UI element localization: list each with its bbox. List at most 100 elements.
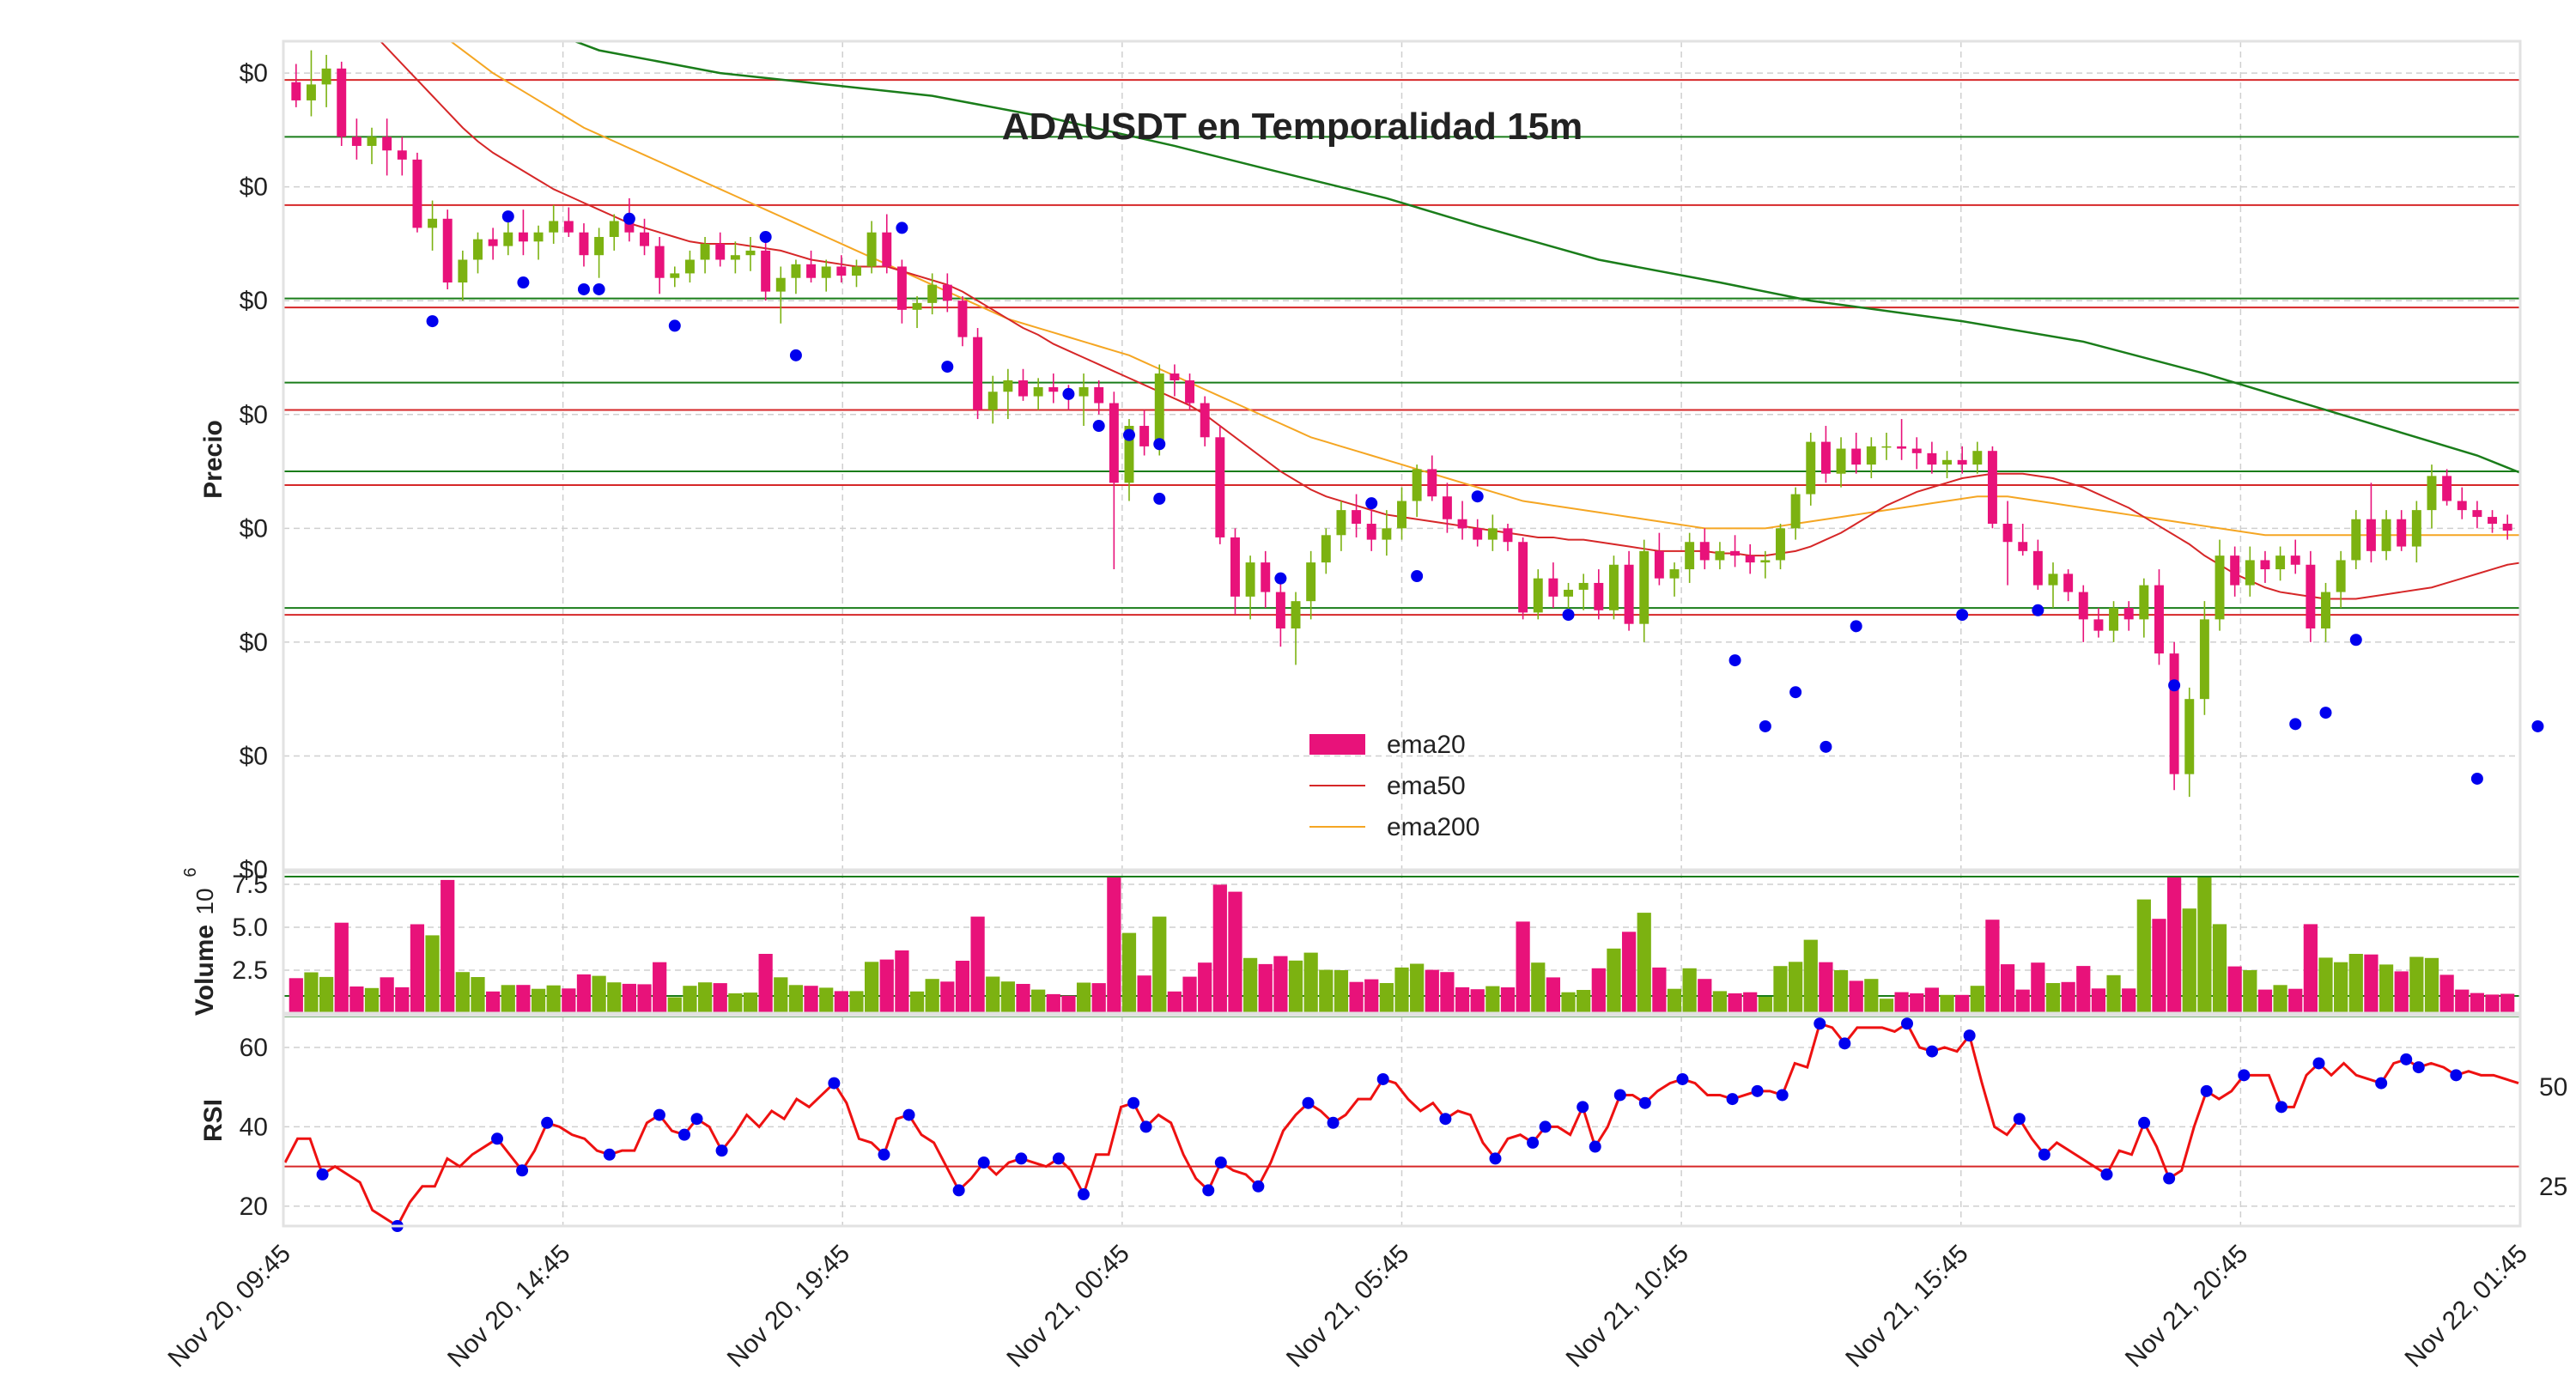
candle-body bbox=[458, 259, 468, 283]
candle-body bbox=[1776, 528, 1785, 561]
marker-point bbox=[1274, 572, 1287, 585]
volume-bar bbox=[1152, 916, 1167, 1013]
ema200-line bbox=[449, 41, 2520, 537]
volume-bar bbox=[758, 954, 773, 1013]
candle-body bbox=[609, 221, 619, 237]
rsi-marker-point bbox=[1139, 1120, 1152, 1133]
volume-bar bbox=[1591, 968, 1606, 1013]
volume-bar bbox=[1364, 979, 1379, 1013]
rsi-marker-point bbox=[715, 1144, 728, 1157]
volume-bar bbox=[895, 950, 909, 1013]
volume-bar bbox=[925, 979, 939, 1013]
volume-bar bbox=[607, 982, 622, 1013]
volume-bar bbox=[2470, 993, 2485, 1013]
candle-body bbox=[1685, 542, 1695, 570]
volume-scale-base: 10 bbox=[191, 888, 218, 914]
volume-bar bbox=[2045, 983, 2061, 1013]
volume-bar bbox=[1698, 979, 1712, 1013]
price-tick-label: $0 bbox=[240, 628, 268, 657]
rsi-marker-point bbox=[1963, 1029, 1976, 1042]
candle-body bbox=[1730, 550, 1741, 556]
candle-body bbox=[1866, 446, 1876, 465]
volume-bar bbox=[865, 962, 879, 1013]
price-tick-label: $0 bbox=[240, 59, 268, 88]
candle-body bbox=[1564, 589, 1574, 597]
candle-body bbox=[806, 264, 817, 278]
marker-point bbox=[2319, 707, 2332, 719]
candle-body bbox=[987, 392, 998, 410]
rsi-marker-point bbox=[1613, 1089, 1626, 1102]
marker-point bbox=[517, 276, 530, 289]
rsi-marker-point bbox=[902, 1108, 915, 1121]
candle-body bbox=[1078, 386, 1089, 397]
panel-frame bbox=[282, 1014, 2522, 1228]
marker-point bbox=[941, 361, 954, 373]
volume-bar bbox=[1167, 991, 1182, 1013]
rsi-marker-point bbox=[653, 1108, 665, 1121]
candle-body bbox=[382, 137, 392, 151]
volume-bar bbox=[1258, 963, 1273, 1013]
volume-bar bbox=[440, 879, 455, 1013]
candle-body bbox=[1033, 386, 1043, 397]
rsi-tick-label: 20 bbox=[240, 1193, 268, 1221]
volume-bar bbox=[1303, 952, 1318, 1013]
marker-point bbox=[592, 282, 605, 295]
legend-label-ema200: ema200 bbox=[1387, 813, 1479, 841]
volume-bar bbox=[2166, 877, 2182, 1013]
candle-body bbox=[2078, 592, 2088, 620]
candle-body bbox=[442, 218, 453, 283]
candle-body bbox=[306, 84, 316, 100]
candle-body bbox=[291, 82, 301, 100]
candle-body bbox=[1473, 528, 1483, 540]
legend: ema20 ema50 ema200 bbox=[1309, 731, 1479, 841]
volume-bar bbox=[667, 997, 682, 1013]
volume-bar bbox=[1516, 921, 1530, 1013]
volume-bar bbox=[1955, 994, 1970, 1013]
volume-bar bbox=[1637, 913, 1651, 1013]
volume-bar bbox=[486, 991, 501, 1013]
x-tick-label: Nov 21, 05:45 bbox=[1281, 1240, 1414, 1373]
candle-body bbox=[1094, 386, 1104, 404]
volume-bar bbox=[697, 982, 713, 1013]
candle-body bbox=[775, 277, 786, 292]
candle-body bbox=[2397, 519, 2407, 547]
volume-bar bbox=[319, 976, 334, 1013]
volume-bar bbox=[1894, 992, 1909, 1013]
rsi-marker-point bbox=[2013, 1113, 2026, 1126]
candle-body bbox=[1987, 451, 1997, 525]
candle-body bbox=[2184, 699, 2195, 774]
rsi-marker-point bbox=[1052, 1152, 1065, 1165]
marker-point bbox=[759, 230, 772, 243]
marker-point bbox=[1411, 570, 1424, 583]
rsi-marker-point bbox=[2200, 1084, 2213, 1097]
candle-body bbox=[1669, 569, 1680, 579]
candle-body bbox=[1003, 380, 1013, 392]
price-tick-label: $0 bbox=[240, 287, 268, 315]
price-tick-label: $0 bbox=[240, 856, 268, 884]
volume-bar bbox=[1910, 993, 1924, 1013]
volume-bar bbox=[653, 962, 667, 1013]
volume-bar bbox=[622, 983, 637, 1013]
rsi-tick-label: 40 bbox=[240, 1113, 268, 1141]
volume-bar bbox=[2257, 989, 2273, 1013]
candle-body bbox=[912, 302, 922, 310]
candle-body bbox=[1806, 441, 1816, 495]
volume-bar bbox=[2318, 957, 2333, 1013]
marker-point bbox=[426, 315, 439, 328]
volume-bar bbox=[2273, 985, 2287, 1013]
candle-body bbox=[1881, 446, 1892, 448]
candle-body bbox=[1200, 403, 1210, 438]
candle-body bbox=[1911, 448, 1922, 453]
rsi-marker-point bbox=[2038, 1148, 2050, 1161]
rsi-marker-point bbox=[1589, 1140, 1601, 1153]
volume-bar bbox=[395, 986, 410, 1013]
candle-body bbox=[503, 232, 513, 246]
volume-bar bbox=[804, 986, 818, 1013]
candle-body bbox=[1109, 403, 1119, 483]
volume-bar bbox=[955, 961, 970, 1013]
rsi-marker-point bbox=[1814, 1017, 1826, 1030]
candle-body bbox=[2093, 619, 2104, 631]
candle-body bbox=[1321, 535, 1331, 563]
price-tick-label: $0 bbox=[240, 173, 268, 202]
rsi-marker-point bbox=[690, 1113, 703, 1126]
